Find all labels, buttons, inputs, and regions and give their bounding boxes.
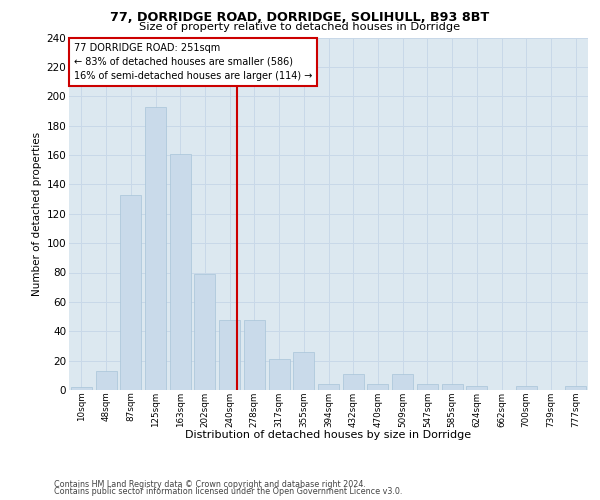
Bar — [145, 106, 166, 390]
Bar — [293, 352, 314, 390]
Bar — [269, 359, 290, 390]
Bar — [565, 386, 586, 390]
Bar — [120, 194, 141, 390]
Text: 77, DORRIDGE ROAD, DORRIDGE, SOLIHULL, B93 8BT: 77, DORRIDGE ROAD, DORRIDGE, SOLIHULL, B… — [110, 11, 490, 24]
Bar — [367, 384, 388, 390]
Bar — [392, 374, 413, 390]
Bar — [194, 274, 215, 390]
Bar — [71, 387, 92, 390]
Bar — [343, 374, 364, 390]
Y-axis label: Number of detached properties: Number of detached properties — [32, 132, 43, 296]
Text: 77 DORRIDGE ROAD: 251sqm
← 83% of detached houses are smaller (586)
16% of semi-: 77 DORRIDGE ROAD: 251sqm ← 83% of detach… — [74, 43, 313, 81]
Text: Contains public sector information licensed under the Open Government Licence v3: Contains public sector information licen… — [54, 487, 403, 496]
Bar — [417, 384, 438, 390]
Bar — [95, 371, 116, 390]
Bar — [219, 320, 240, 390]
X-axis label: Distribution of detached houses by size in Dorridge: Distribution of detached houses by size … — [185, 430, 472, 440]
Bar — [170, 154, 191, 390]
Text: Size of property relative to detached houses in Dorridge: Size of property relative to detached ho… — [139, 22, 461, 32]
Bar — [466, 386, 487, 390]
Text: Contains HM Land Registry data © Crown copyright and database right 2024.: Contains HM Land Registry data © Crown c… — [54, 480, 366, 489]
Bar — [318, 384, 339, 390]
Bar — [516, 386, 537, 390]
Bar — [442, 384, 463, 390]
Bar — [244, 320, 265, 390]
